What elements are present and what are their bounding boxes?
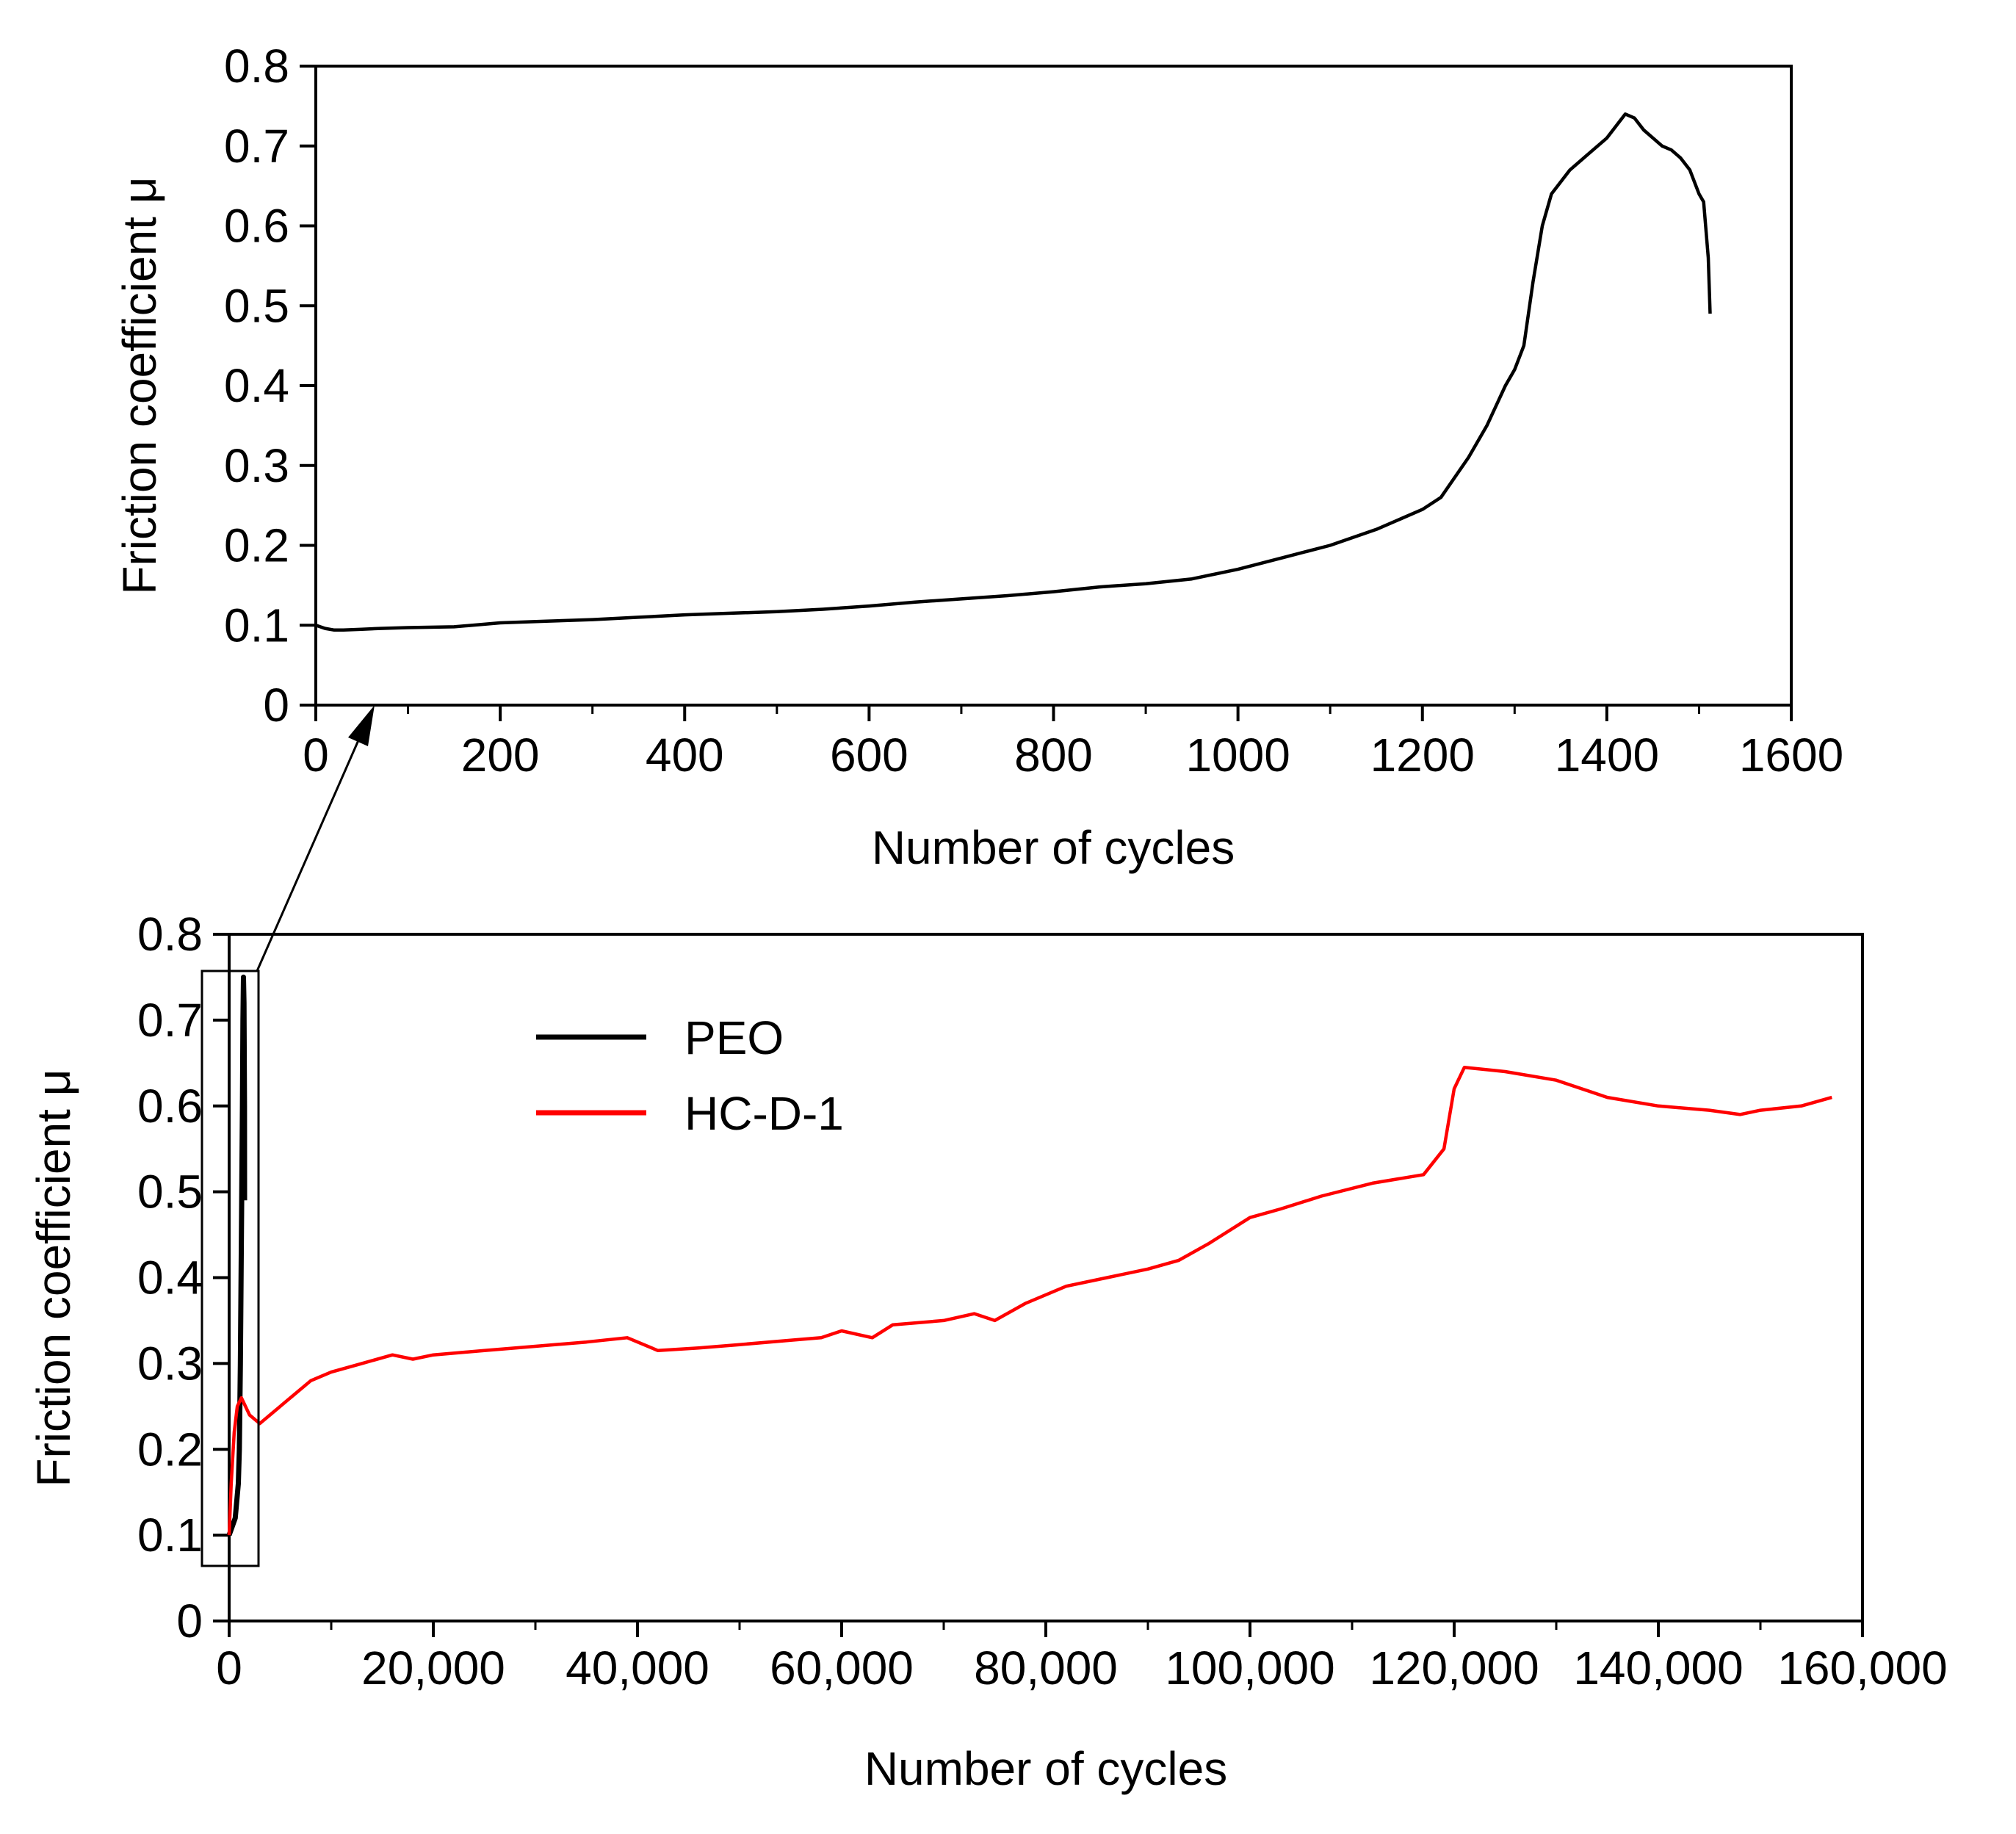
bottom-x-tick-label: 20,000 bbox=[361, 1642, 505, 1694]
top-y-tick-label: 0.7 bbox=[224, 120, 289, 173]
bottom-x-tick-label: 140,000 bbox=[1573, 1642, 1743, 1694]
legend-label-hcd1: HC-D-1 bbox=[684, 1087, 844, 1140]
top-x-axis-title: Number of cycles bbox=[872, 821, 1235, 874]
bottom-x-tick-label: 80,000 bbox=[974, 1642, 1118, 1694]
top-y-tick-label: 0.2 bbox=[224, 519, 289, 572]
top-y-tick-label: 0.4 bbox=[224, 359, 289, 412]
top-x-tick-label: 1400 bbox=[1555, 729, 1659, 781]
bottom-y-tick-label: 0.1 bbox=[137, 1509, 203, 1562]
bottom-x-tick-label: 60,000 bbox=[770, 1642, 914, 1694]
top-chart: 0 200 400 600 800 1000 1200 1400 1600 0 0.1 0.2 0.3 0… bbox=[113, 40, 1843, 874]
top-series-peo bbox=[315, 112, 1712, 632]
top-y-tick-label: 0.6 bbox=[224, 200, 289, 253]
legend-label-peo: PEO bbox=[684, 1011, 784, 1064]
bottom-x-tick-label: 160,000 bbox=[1777, 1642, 1947, 1694]
zoom-highlight-box bbox=[200, 970, 260, 1567]
bottom-y-tick-label: 0.4 bbox=[137, 1252, 203, 1304]
legend: PEO HC-D-1 bbox=[536, 1011, 844, 1140]
top-x-tick-label: 800 bbox=[1014, 729, 1093, 781]
top-y-tick-label: 0.3 bbox=[224, 439, 289, 492]
bottom-x-tick-label: 100,000 bbox=[1165, 1642, 1334, 1694]
top-x-tick-label: 400 bbox=[646, 729, 724, 781]
bottom-y-tick-label: 0.5 bbox=[137, 1166, 203, 1219]
top-x-tick-label: 1600 bbox=[1739, 729, 1843, 781]
bottom-y-tick-label: 0.8 bbox=[137, 908, 203, 961]
bottom-y-tick-label: 0.3 bbox=[137, 1337, 203, 1390]
zoom-arrow-head bbox=[348, 705, 375, 746]
top-y-tick-label: 0 bbox=[263, 679, 289, 732]
top-y-tick-label: 0.1 bbox=[224, 599, 289, 651]
top-ticks: 0 200 400 600 800 1000 1200 1400 1600 0 0.1 0.2 0.3 0… bbox=[224, 40, 1843, 781]
bottom-y-tick-label: 0 bbox=[176, 1595, 203, 1647]
top-x-tick-label: 0 bbox=[303, 729, 329, 781]
zoom-arrow-line bbox=[256, 740, 360, 972]
top-x-tick-label: 600 bbox=[830, 729, 908, 781]
top-x-tick-label: 1000 bbox=[1185, 729, 1290, 781]
top-x-tick-label: 200 bbox=[461, 729, 540, 781]
bottom-y-tick-label: 0.2 bbox=[137, 1423, 203, 1476]
bottom-series-peo bbox=[226, 974, 248, 1537]
top-y-tick-label: 0.8 bbox=[224, 40, 289, 93]
top-y-tick-label: 0.5 bbox=[224, 279, 289, 332]
bottom-x-tick-label: 0 bbox=[216, 1642, 242, 1694]
top-y-axis-title: Friction coefficient μ bbox=[113, 176, 166, 594]
bottom-x-tick-label: 40,000 bbox=[566, 1642, 709, 1694]
bottom-series-group bbox=[226, 974, 1832, 1537]
top-x-tick-label: 1200 bbox=[1370, 729, 1475, 781]
bottom-ticks: 0 20,000 40,000 60,000 80,000 100,000 120,000 1… bbox=[137, 908, 1948, 1694]
top-series-group bbox=[315, 112, 1712, 632]
bottom-y-tick-label: 0.6 bbox=[137, 1080, 203, 1133]
bottom-chart: 0 20,000 40,000 60,000 80,000 100,000 120,000 1… bbox=[27, 705, 1948, 1795]
bottom-y-axis-title: Friction coefficient μ bbox=[27, 1069, 80, 1487]
bottom-x-axis-title: Number of cycles bbox=[864, 1742, 1227, 1795]
bottom-y-tick-label: 0.7 bbox=[137, 994, 203, 1047]
bottom-x-tick-label: 120,000 bbox=[1369, 1642, 1539, 1694]
bottom-series-hc-d-1 bbox=[227, 1065, 1832, 1536]
